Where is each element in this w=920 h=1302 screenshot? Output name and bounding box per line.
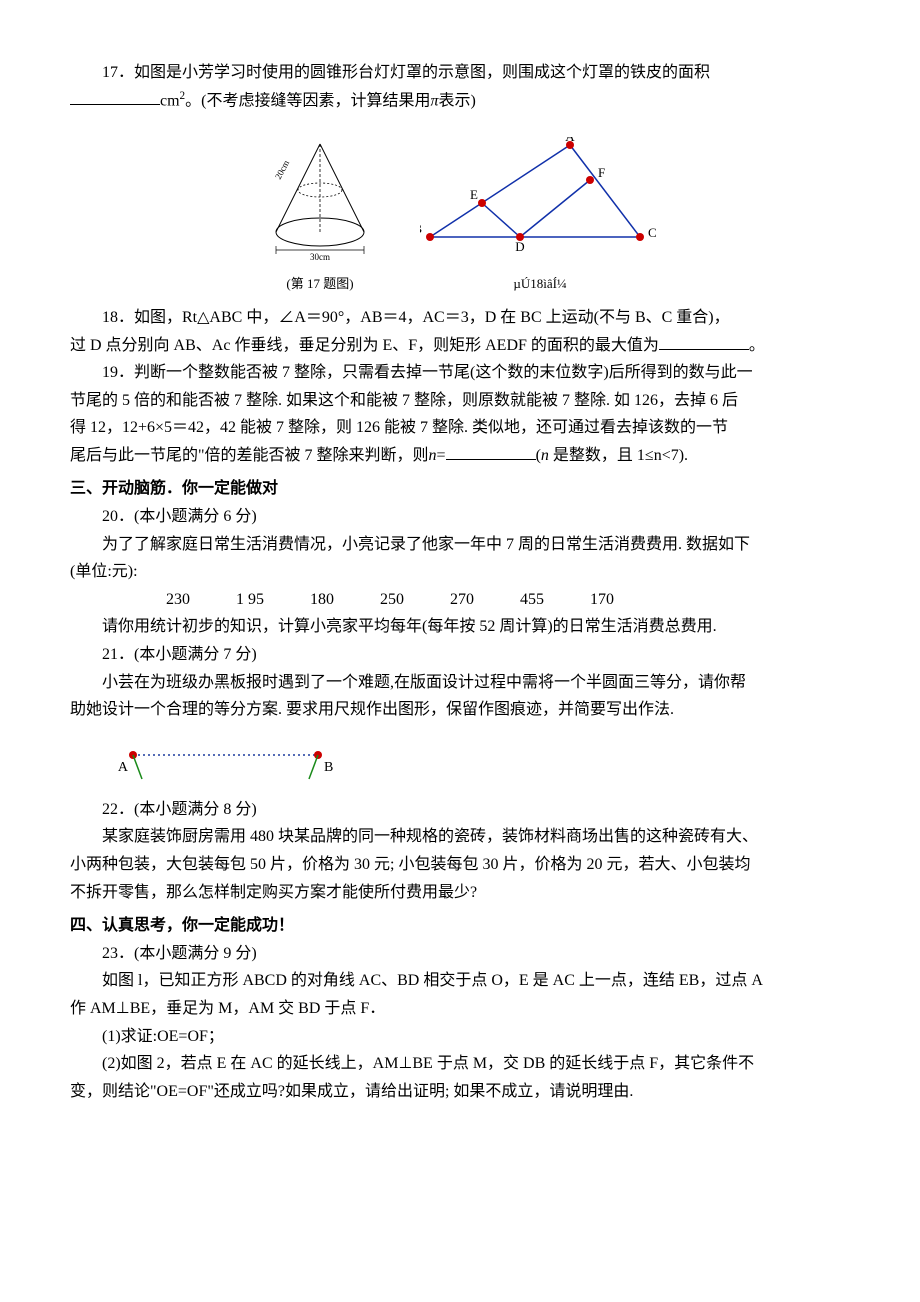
q21-A: A: [118, 760, 129, 775]
q17-textc: 表示): [439, 92, 476, 109]
q21-l2: 助她设计一个合理的等分方案. 要求用尺规作出图形，保留作图痕迹，并简要写出作法.: [70, 697, 850, 723]
q23-l4: (2)如图 2，若点 E 在 AC 的延长线上，AM⊥BE 于点 M，交 DB …: [70, 1051, 850, 1077]
fig18-F: F: [598, 165, 605, 180]
q22-l1: 某家庭装饰厨房需用 480 块某品牌的同一种规格的瓷砖，装饰材料商场出售的这种瓷…: [70, 824, 850, 850]
q17-line1: 17．如图是小芳学习时使用的圆锥形台灯灯罩的示意图，则围成这个灯罩的铁皮的面积: [70, 60, 850, 86]
q17-unit: cm: [160, 92, 180, 109]
fig17-base-label: 30cm: [310, 252, 330, 262]
q21-head: 21．(本小题满分 7 分): [70, 642, 850, 668]
fig17-caption: (第 17 题图): [260, 274, 380, 295]
q22-l3: 不拆开零售，那么怎样制定购买方案才能使所付费用最少?: [70, 880, 850, 906]
q19-n1: n: [429, 447, 437, 464]
q19-l3: 得 12，12+6×5＝42，42 能被 7 整除，则 126 能被 7 整除.…: [70, 415, 850, 441]
q20-l1: 为了了解家庭日常生活消费情况，小亮记录了他家一年中 7 周的日常生活消费费用. …: [70, 532, 850, 558]
fig18-D: D: [515, 239, 524, 254]
fig18-caption: µÚ18ìâÍ¼: [420, 274, 660, 295]
q17-line2: cm2。(不考虑接缝等因素，计算结果用π表示): [70, 88, 850, 114]
figure-row: 30cm 20cm (第 17 题图) A B C D E F µÚ18ìâÍ¼: [70, 132, 850, 295]
sec4-title: 四、认真思考，你一定能成功！: [70, 913, 850, 939]
q17-textb: 。(不考虑接缝等因素，计算结果用: [185, 92, 430, 109]
q20-d4: 270: [450, 587, 474, 613]
q18-l1: 18．如图，Rt△ABC 中，∠A＝90°，AB＝4，AC＝3，D 在 BC 上…: [70, 305, 850, 331]
fig17-block: 30cm 20cm (第 17 题图): [260, 132, 380, 295]
fig18-C: C: [648, 225, 657, 240]
q20-l2: (单位:元):: [70, 559, 850, 585]
q18-tail: 。: [749, 337, 765, 354]
q17-blank: [70, 89, 160, 105]
q19-l4a: 尾后与此一节尾的"倍的差能否被 7 整除来判断，则: [70, 447, 429, 464]
q20-head: 20．(本小题满分 6 分): [70, 504, 850, 530]
q18-l2-text: 过 D 点分别向 AB、Ac 作垂线，垂足分别为 E、F，则矩形 AEDF 的面…: [70, 337, 659, 354]
q19-l2: 节尾的 5 倍的和能否被 7 整除. 如果这个和能被 7 整除，则原数就能被 7…: [70, 388, 850, 414]
q22-head: 22．(本小题满分 8 分): [70, 797, 850, 823]
q21-B: B: [324, 760, 333, 775]
q20-d5: 455: [520, 587, 544, 613]
q23-l1: 如图 l，已知正方形 ABCD 的对角线 AC、BD 相交于点 O，E 是 AC…: [70, 968, 850, 994]
q19-l4: 尾后与此一节尾的"倍的差能否被 7 整除来判断，则n=(n 是整数，且 1≤n<…: [70, 443, 850, 469]
q20-d2: 180: [310, 587, 334, 613]
q19-l1: 19．判断一个整数能否被 7 整除，只需看去掉一节尾(这个数的末位数字)后所得到…: [70, 360, 850, 386]
q18-blank: [659, 334, 749, 350]
q20-d1: 1 95: [236, 587, 264, 613]
q20-l3: 请你用统计初步的知识，计算小亮家平均每年(每年按 52 周计算)的日常生活消费总…: [70, 614, 850, 640]
fig18-block: A B C D E F µÚ18ìâÍ¼: [420, 137, 660, 295]
sec3-title: 三、开动脑筋．你一定能做对: [70, 476, 850, 502]
fig18-A: A: [565, 137, 575, 144]
q19-n2: n: [541, 447, 549, 464]
fig18-B: B: [420, 221, 422, 236]
q19-eq: =: [437, 447, 446, 464]
q19-blank: [446, 444, 536, 460]
q18-l2: 过 D 点分别向 AB、Ac 作垂线，垂足分别为 E、F，则矩形 AEDF 的面…: [70, 333, 850, 359]
q17-pi: π: [430, 92, 438, 109]
q20-d6: 170: [590, 587, 614, 613]
q21-sketch: A B: [118, 741, 348, 791]
fig17-slant-label: 20cm: [273, 158, 291, 180]
fig18-E: E: [470, 187, 478, 202]
q23-l5: 变，则结论"OE=OF"还成立吗?如果成立，请给出证明; 如果不成立，请说明理由…: [70, 1079, 850, 1105]
q23-l3: (1)求证:OE=OF；: [70, 1024, 850, 1050]
q20-data: 230 1 95 180 250 270 455 170: [70, 587, 850, 613]
q20-d3: 250: [380, 587, 404, 613]
q19-l4c: 是整数，且 1≤n<7).: [549, 447, 688, 464]
q21-l1: 小芸在为班级办黑板报时遇到了一个难题,在版面设计过程中需将一个半圆面三等分，请你…: [70, 670, 850, 696]
q22-l2: 小两种包装，大包装每包 50 片，价格为 30 元; 小包装每包 30 片，价格…: [70, 852, 850, 878]
q23-l2: 作 AM⊥BE，垂足为 M，AM 交 BD 于点 F．: [70, 996, 850, 1022]
q23-head: 23．(本小题满分 9 分): [70, 941, 850, 967]
fig18-triangle: A B C D E F: [420, 137, 660, 262]
q20-d0: 230: [166, 587, 190, 613]
fig17-cone: 30cm 20cm: [260, 132, 380, 262]
